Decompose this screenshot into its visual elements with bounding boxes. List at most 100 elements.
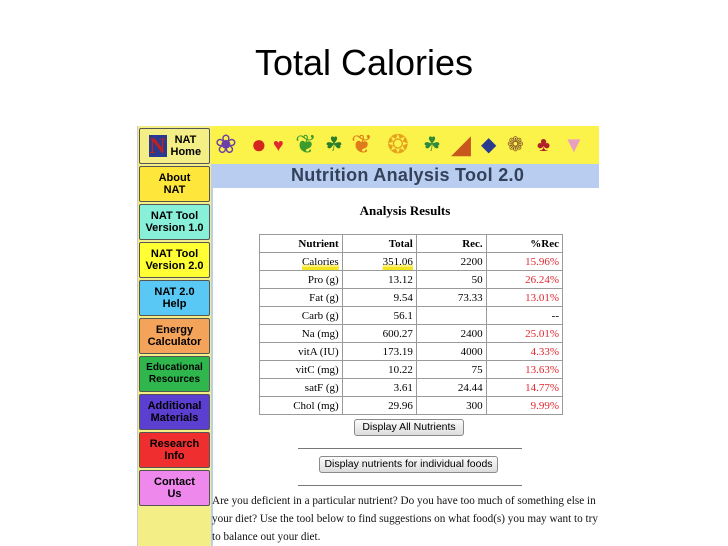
table-row: Na (mg) 600.27 2400 25.01% xyxy=(259,324,564,343)
pct-rec-value: 25.01% xyxy=(485,324,564,343)
nutrient-name: Fat (g) xyxy=(259,288,343,307)
separator xyxy=(298,485,522,486)
rec-value: 2400 xyxy=(415,324,487,343)
nav-educational-resources-label: Educational Resources xyxy=(146,362,203,385)
grapes-icon: ❀ xyxy=(215,130,237,159)
nav-additional-materials-label: Additional Materials xyxy=(147,400,202,424)
display-all-nutrients-button[interactable]: Display All Nutrients xyxy=(354,419,464,436)
col-rec: Rec. xyxy=(415,234,487,253)
leaf-icon: ☘ xyxy=(325,134,343,156)
nav-nat-tool-1-label: NAT Tool Version 1.0 xyxy=(145,210,204,234)
beans-icon: ☘ xyxy=(423,134,441,156)
rec-value: 75 xyxy=(415,360,487,379)
total-value: 56.1 xyxy=(341,306,417,325)
total-cell: 351.06 xyxy=(341,252,417,271)
sidebar: N NAT Home About NAT NAT Tool Version 1.… xyxy=(138,126,211,546)
nav-research-info[interactable]: Research Info xyxy=(139,432,210,468)
table-row: vitA (IU) 173.19 4000 4.33% xyxy=(259,342,564,361)
table-row: satF (g) 3.61 24.44 14.77% xyxy=(259,378,564,397)
rec-value: 50 xyxy=(415,270,487,289)
results-title: Analysis Results xyxy=(359,203,451,218)
col-pct-rec: %Rec xyxy=(485,234,564,253)
nutrient-name: Calories xyxy=(302,255,339,268)
table-row: Calories 351.06 2200 15.96% xyxy=(259,252,564,271)
pie-icon: ◢ xyxy=(451,130,471,159)
table-row: Pro (g) 13.12 50 26.24% xyxy=(259,270,564,289)
nutrient-name: Pro (g) xyxy=(259,270,343,289)
nutrient-name: vitC (mg) xyxy=(259,360,343,379)
nat-screenshot: N NAT Home About NAT NAT Tool Version 1.… xyxy=(137,126,599,546)
pct-rec-value: 13.63% xyxy=(485,360,564,379)
rec-value: 73.33 xyxy=(415,288,487,307)
col-nutrient: Nutrient xyxy=(259,234,343,253)
food-banner: ❀ ● ♥ ❦ ☘ ❦ ❂ ☘ ◢ ◆ ❁ ♣ ▼ xyxy=(211,126,599,164)
rec-value: 2200 xyxy=(415,252,487,271)
nav-nat-home-label: NAT Home xyxy=(170,134,202,158)
bread-icon: ❁ xyxy=(507,134,524,156)
nav-educational-resources[interactable]: Educational Resources xyxy=(139,356,210,392)
corn-icon: ❂ xyxy=(387,130,409,159)
nutrient-name: satF (g) xyxy=(259,378,343,397)
peas-icon: ❦ xyxy=(295,130,317,159)
pct-rec-value: 26.24% xyxy=(485,270,564,289)
tomato-icon: ● xyxy=(251,130,267,159)
nav-nat-2-help[interactable]: NAT 2.0 Help xyxy=(139,280,210,316)
total-value: 9.54 xyxy=(341,288,417,307)
pct-rec-value: -- xyxy=(485,306,564,325)
nav-nat-tool-1[interactable]: NAT Tool Version 1.0 xyxy=(139,204,210,240)
nav-nat-tool-2[interactable]: NAT Tool Version 2.0 xyxy=(139,242,210,278)
results-header-row: Nutrient Total Rec. %Rec xyxy=(259,234,564,253)
total-value: 351.06 xyxy=(382,255,413,268)
table-row: vitC (mg) 10.22 75 13.63% xyxy=(259,360,564,379)
deficiency-help-text: Are you deficient in a particular nutrie… xyxy=(212,495,598,543)
nav-contact-us-label: Contact Us xyxy=(154,476,195,500)
slide-title: Total Calories xyxy=(254,42,474,83)
apple-icon: ♥ xyxy=(273,135,284,155)
nat-logo-icon: N xyxy=(148,133,167,158)
nutrient-name: Chol (mg) xyxy=(259,396,343,415)
col-total: Total xyxy=(341,234,417,253)
nav-about-nat-label: About NAT xyxy=(158,172,191,196)
table-row: Fat (g) 9.54 73.33 13.01% xyxy=(259,288,564,307)
rec-value: 24.44 xyxy=(415,378,487,397)
separator xyxy=(298,448,522,449)
rec-value: 4000 xyxy=(415,342,487,361)
results-table: Nutrient Total Rec. %Rec Calories 351.06… xyxy=(259,234,564,415)
nav-nat-2-help-label: NAT 2.0 Help xyxy=(154,286,195,310)
nav-energy-calculator[interactable]: Energy Calculator xyxy=(139,318,210,354)
fish-icon: ❦ xyxy=(351,130,373,159)
cherries-icon: ♣ xyxy=(537,134,551,156)
pct-rec-value: 4.33% xyxy=(485,342,564,361)
nutrient-name: vitA (IU) xyxy=(259,342,343,361)
nutrient-name: Carb (g) xyxy=(259,306,343,325)
tool-title: Nutrition Analysis Tool 2.0 xyxy=(291,165,525,185)
table-row: Carb (g) 56.1 -- xyxy=(259,306,564,325)
total-value: 173.19 xyxy=(341,342,417,361)
nav-research-info-label: Research Info xyxy=(149,438,200,462)
nav-contact-us[interactable]: Contact Us xyxy=(139,470,210,506)
pct-rec-value: 14.77% xyxy=(485,378,564,397)
rec-value: 300 xyxy=(415,396,487,415)
nav-about-nat[interactable]: About NAT xyxy=(139,166,210,202)
rec-value xyxy=(415,306,487,325)
nav-nat-tool-2-label: NAT Tool Version 2.0 xyxy=(145,248,204,272)
pct-rec-value: 9.99% xyxy=(485,396,564,415)
table-row: Chol (mg) 29.96 300 9.99% xyxy=(259,396,564,415)
nutrient-name: Na (mg) xyxy=(259,324,343,343)
total-value: 13.12 xyxy=(341,270,417,289)
pct-rec-value: 13.01% xyxy=(485,288,564,307)
icecream-icon: ▼ xyxy=(563,132,585,157)
nav-additional-materials[interactable]: Additional Materials xyxy=(139,394,210,430)
total-value: 600.27 xyxy=(341,324,417,343)
nav-nat-home[interactable]: N NAT Home xyxy=(139,128,210,164)
dish-icon: ◆ xyxy=(481,134,497,156)
nav-energy-calculator-label: Energy Calculator xyxy=(147,324,202,348)
content-left-border xyxy=(211,188,213,546)
total-value: 3.61 xyxy=(341,378,417,397)
pct-rec-value: 15.96% xyxy=(485,252,564,271)
nutrient-cell: Calories xyxy=(259,252,343,271)
display-individual-foods-button[interactable]: Display nutrients for individual foods xyxy=(319,456,498,473)
total-value: 10.22 xyxy=(341,360,417,379)
tool-title-bar: Nutrition Analysis Tool 2.0 xyxy=(211,164,599,188)
total-value: 29.96 xyxy=(341,396,417,415)
